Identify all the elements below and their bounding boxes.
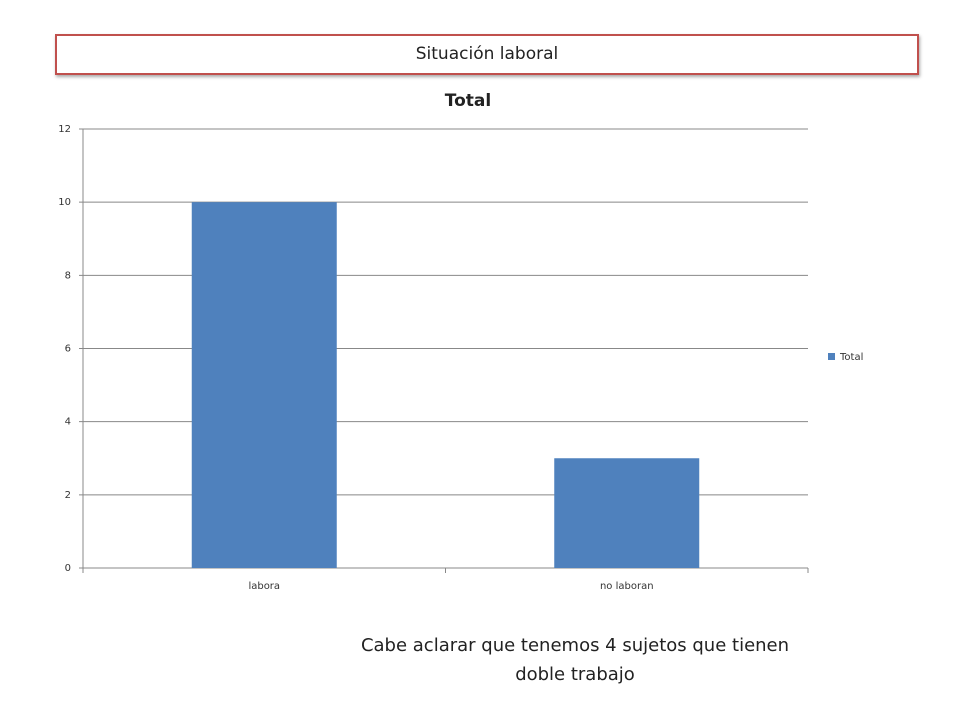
header-title: Situación laboral <box>55 34 919 75</box>
y-tick-label: 0 <box>65 563 71 574</box>
chart: Total 0 2 4 6 8 10 12 labora no laboran Total <box>58 91 863 592</box>
y-tick-label: 8 <box>65 270 71 281</box>
y-tick-label: 6 <box>65 344 71 355</box>
legend-label: Total <box>839 352 863 363</box>
y-tick-label: 10 <box>58 197 71 208</box>
note: Cabe aclarar que tenemos 4 sujetos que t… <box>360 635 790 685</box>
bar <box>191 202 337 568</box>
y-tick-label: 2 <box>65 490 71 501</box>
x-tick-label: no laboran <box>600 581 654 592</box>
chart-title: Total <box>445 91 491 111</box>
bar <box>554 458 700 568</box>
y-tick-label: 4 <box>65 417 71 428</box>
legend-swatch <box>828 353 835 360</box>
y-tick-label: 12 <box>58 124 71 135</box>
x-tick-label: labora <box>248 581 280 592</box>
